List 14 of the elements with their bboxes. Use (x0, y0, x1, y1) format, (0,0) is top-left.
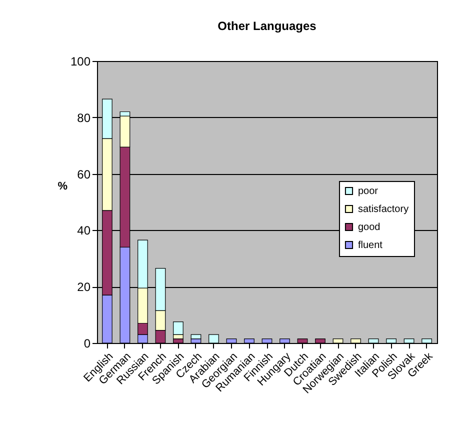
y-tick-label: 100 (70, 54, 91, 68)
chart-title: Other Languages (218, 19, 317, 33)
legend-label: fluent (358, 240, 383, 251)
bar (190, 334, 202, 340)
bar (173, 322, 184, 335)
legend-label: poor (358, 186, 379, 197)
y-tick-label: 80 (77, 110, 91, 125)
y-tick-label: 0 (84, 336, 91, 350)
legend-label: satisfactory (358, 204, 409, 215)
legend-label: good (358, 222, 380, 233)
y-axis-title: % (58, 180, 68, 192)
y-tick-label: 40 (77, 224, 91, 238)
y-tick-label: 20 (77, 280, 91, 294)
y-tick-label: 60 (77, 167, 91, 182)
